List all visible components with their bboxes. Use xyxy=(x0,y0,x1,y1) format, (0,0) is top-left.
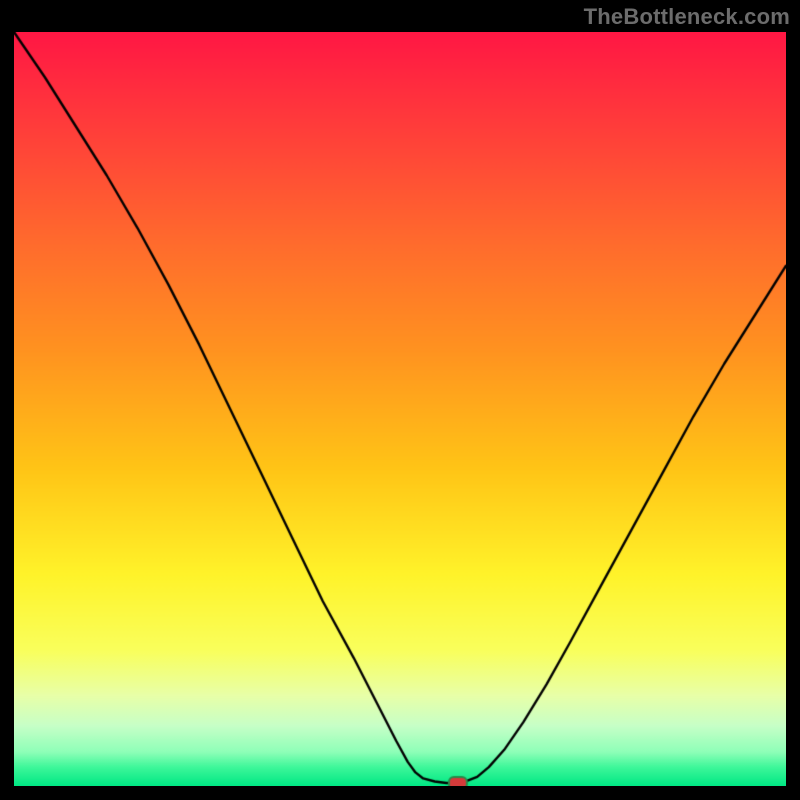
chart-curve xyxy=(14,32,786,786)
watermark-text: TheBottleneck.com xyxy=(584,4,790,30)
chart-container: TheBottleneck.com xyxy=(0,0,800,800)
chart-plot-area xyxy=(14,32,786,786)
